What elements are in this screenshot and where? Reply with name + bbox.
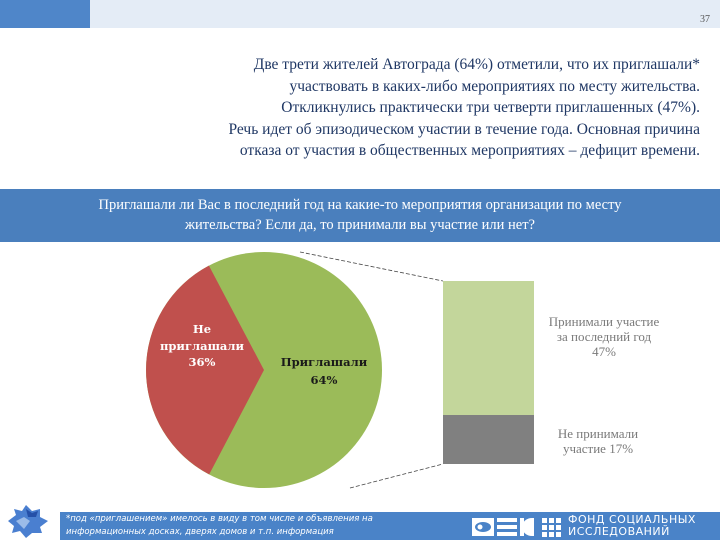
bar-label-participated: Принимали участие за последний год 47% xyxy=(538,314,670,359)
bar-label-line: за последний год xyxy=(556,329,652,344)
summary-line: участвовать в каких-либо мероприятиях по… xyxy=(289,77,700,95)
pie-label-invited-2: 64% xyxy=(311,373,338,387)
summary-line: Откликнулись практически три четверти пр… xyxy=(281,99,700,116)
bar-label-line: Принимали участие xyxy=(548,314,660,329)
pie-label-invited-1: Приглашали xyxy=(281,355,368,369)
bar-label-line: участие 17% xyxy=(562,441,634,456)
chart-area: Не приглашали 36% Приглашали 64% xyxy=(146,251,534,489)
footnote-line-1: *под «приглашением» имелось в виду в том… xyxy=(66,514,373,524)
bar-segment-participated[interactable] xyxy=(443,281,534,415)
footnote-line-2: информационных досках, дверях домов и т.… xyxy=(66,527,334,537)
bar-label-line: Не принимали xyxy=(557,426,639,441)
question-line-1: Приглашали ли Вас в последний год на как… xyxy=(98,197,622,213)
fund-name: ФОНД СОЦИАЛЬНЫХ ИССЛЕДОВАНИЙ xyxy=(568,514,696,538)
footer-band xyxy=(60,512,720,540)
fund-name-line-2: ИССЛЕДОВАНИЙ xyxy=(568,525,670,538)
pie-slice-not-invited[interactable] xyxy=(146,265,264,475)
connector-line-top xyxy=(299,251,444,282)
fund-logo-icon xyxy=(472,518,561,537)
summary-text: Две трети жителей Автограда (64%) отмети… xyxy=(80,54,701,162)
fund-name-line-1: ФОНД СОЦИАЛЬНЫХ xyxy=(568,513,696,526)
pie-label-not-invited-1: Не xyxy=(193,322,211,336)
bar-label-line: 47% xyxy=(592,344,616,359)
bar-label-not-participated: Не принимали участие 17% xyxy=(538,426,658,456)
summary-line: Две трети жителей Автограда (64%) отмети… xyxy=(253,56,700,73)
pie-label-not-invited-3: 36% xyxy=(189,355,216,369)
summary-line: отказа от участия в общественных меропри… xyxy=(239,142,700,159)
question-line-2: жительства? Если да, то принимали вы уча… xyxy=(184,217,535,233)
summary-line: Речь идет об эпизодическом участии в теч… xyxy=(228,120,701,138)
question-banner: Приглашали ли Вас в последний год на как… xyxy=(0,189,720,242)
pie-chart: Не приглашали 36% Приглашали 64% xyxy=(146,252,382,488)
connector-line-bottom xyxy=(349,463,444,489)
header-band xyxy=(90,0,720,28)
header-accent-block xyxy=(0,0,90,28)
footnote: *под «приглашением» имелось в виду в том… xyxy=(66,513,446,539)
stacked-bar xyxy=(443,281,534,464)
puzzle-icon xyxy=(8,505,48,538)
pie-label-not-invited-2: приглашали xyxy=(160,339,245,353)
page-number: 37 xyxy=(700,14,710,25)
bar-segment-not-participated[interactable] xyxy=(443,415,534,464)
